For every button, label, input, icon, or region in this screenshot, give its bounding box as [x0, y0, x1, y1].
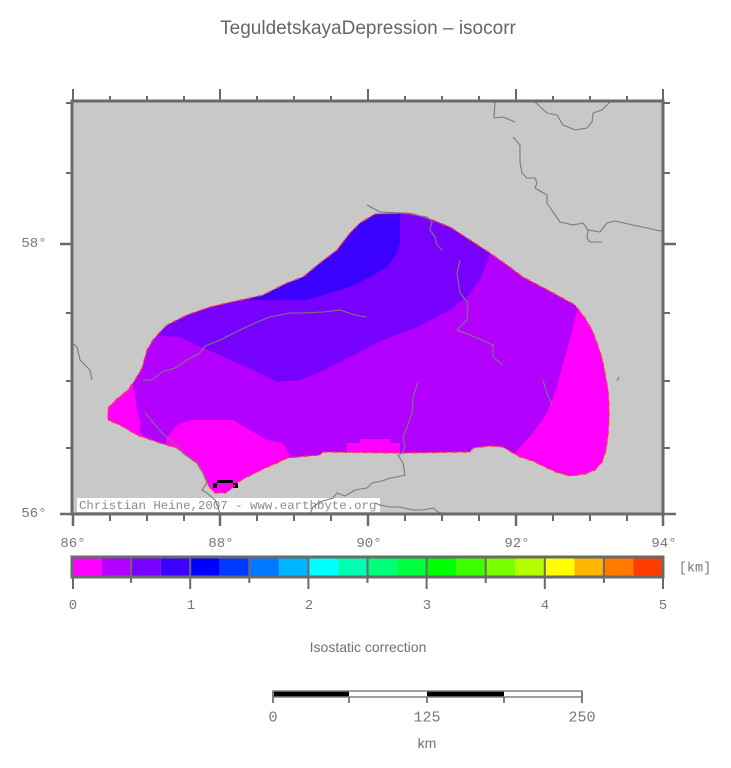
lon-label-90: 90° — [356, 536, 382, 552]
scale-segment-black — [273, 691, 349, 697]
page-title: TeguldetskayaDepression – isocorr — [220, 18, 516, 39]
scale-label-250: 250 — [568, 709, 596, 727]
colorbar-caption: Isostatic correction — [309, 639, 427, 655]
river-line — [512, 136, 664, 233]
colorbar-segment — [338, 557, 368, 577]
scale-segment-white — [504, 691, 582, 697]
scale-label-125: 125 — [413, 709, 441, 727]
right-minor-ticks — [663, 102, 670, 449]
rivers — [71, 101, 664, 515]
colorbar-unit: [km] — [678, 561, 712, 577]
colorbar-minor-ticks — [130, 577, 605, 583]
colorbar-segment — [603, 557, 634, 577]
lat-label-56: 56° — [21, 506, 47, 522]
river-line — [616, 376, 620, 382]
river-line — [542, 379, 553, 406]
colorbar-segment — [456, 557, 486, 577]
credit-text: Christian Heine,2007 - www.earthbyte.org — [79, 499, 376, 513]
river-line — [144, 412, 221, 515]
bottom-minor-ticks — [109, 514, 628, 521]
scale-segment-black — [427, 691, 504, 697]
black-cells — [213, 480, 238, 488]
river-line — [374, 502, 444, 515]
colorbar-dividers — [130, 557, 605, 577]
colorbar-segment — [249, 557, 279, 577]
lat-label-58: 58° — [21, 236, 47, 252]
top-minor-ticks — [109, 96, 628, 101]
colorbar-tick-label: 0 — [68, 598, 78, 614]
scale-bar — [272, 690, 583, 703]
top-major-ticks — [72, 89, 664, 101]
colorbar-tick-label: 1 — [186, 598, 196, 614]
map-frame — [60, 89, 676, 526]
scale-unit: km — [417, 735, 437, 751]
colorbar-segment — [544, 557, 575, 577]
colorbar-tick-label: 2 — [304, 598, 314, 614]
lon-label-88: 88° — [208, 536, 234, 552]
colorbar-tick-label: 3 — [422, 598, 432, 614]
colorbar-tick-label: 5 — [658, 598, 668, 614]
left-minor-ticks — [66, 102, 72, 449]
river-line — [493, 101, 516, 123]
colorbar-tick-label: 4 — [540, 598, 550, 614]
river-line — [143, 309, 368, 381]
colorbar-segment — [72, 557, 102, 577]
lon-label-94: 94° — [651, 536, 677, 552]
colorbar-segment — [131, 557, 161, 577]
colorbar-segment — [278, 557, 309, 577]
river-line — [366, 204, 443, 251]
scale-label-0: 0 — [268, 709, 278, 727]
colorbar-segment — [397, 557, 427, 577]
colorbar-segment — [367, 557, 398, 577]
colorbar-segment — [515, 557, 545, 577]
colorbar-segment — [160, 557, 191, 577]
credit-background — [77, 498, 380, 512]
right-major-ticks — [663, 242, 676, 516]
river-line — [309, 381, 419, 515]
colorbar-major-ticks — [72, 577, 664, 589]
colorbar-segment — [485, 557, 516, 577]
basin-grid — [108, 213, 609, 493]
colorbar-segment — [308, 557, 338, 577]
river-line — [456, 259, 504, 366]
river-line — [534, 101, 611, 131]
scale-ticks — [272, 691, 583, 703]
river-line — [586, 229, 602, 243]
colorbar-segment — [190, 557, 220, 577]
left-major-ticks — [60, 242, 72, 516]
colorbar-segment — [219, 557, 250, 577]
colorbar-segment — [633, 557, 663, 577]
scale-segment-white — [349, 691, 427, 697]
lon-label-92: 92° — [504, 536, 530, 552]
colorbar — [70, 555, 665, 589]
colorbar-segment — [574, 557, 604, 577]
credit-box: Christian Heine,2007 - www.earthbyte.org — [77, 498, 380, 513]
colorbar-segment — [101, 557, 132, 577]
basin-outline — [107, 212, 610, 494]
river-line — [71, 342, 93, 381]
lon-label-86: 86° — [60, 536, 86, 552]
colorbar-segment — [426, 557, 457, 577]
bottom-major-ticks — [71, 514, 665, 526]
